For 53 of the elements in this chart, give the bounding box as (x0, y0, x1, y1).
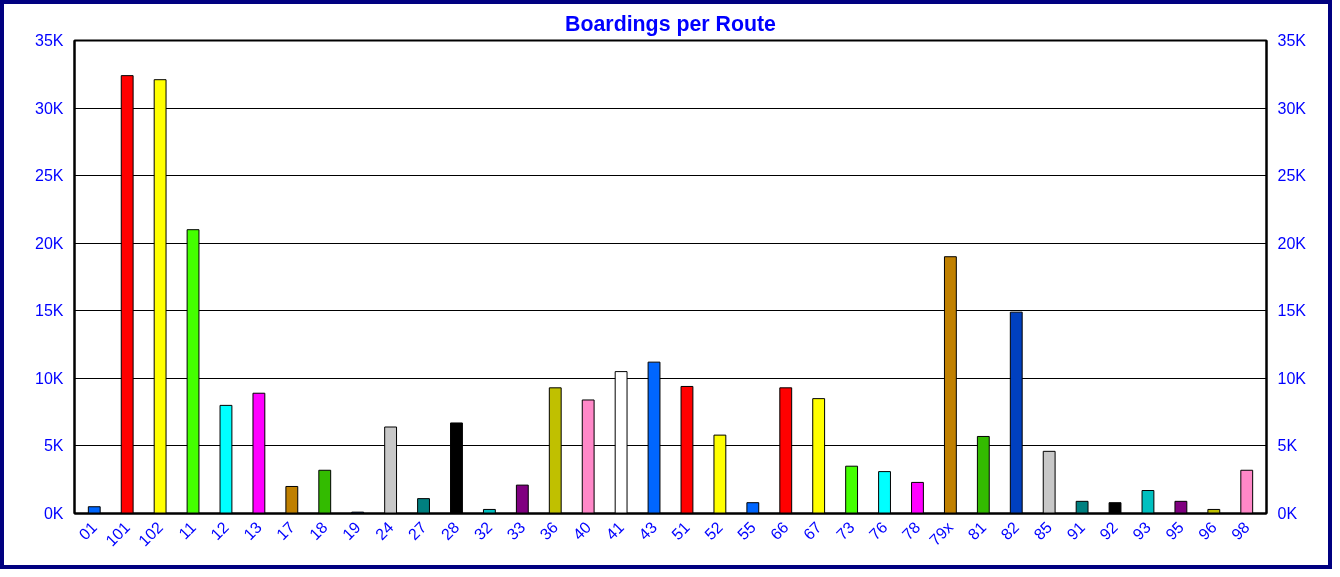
x-tick-label: 43 (635, 518, 661, 544)
y2-tick-label: 20K (1277, 234, 1307, 252)
x-tick-label: 66 (767, 518, 792, 544)
y-tick-label: 5K (43, 437, 64, 455)
x-tick-label: 11 (175, 518, 200, 543)
y2-tick-label: 0K (1277, 505, 1298, 522)
x-tick-label: 92 (1096, 518, 1122, 544)
y2-tick-label: 5K (1277, 437, 1298, 455)
x-tick-label: 51 (668, 518, 694, 544)
x-tick-label: 95 (1162, 518, 1187, 544)
x-tick-label: 79x (926, 518, 957, 549)
x-tick-label: 93 (1129, 518, 1155, 544)
x-tick-label: 82 (997, 518, 1023, 544)
x-tick-label: 102 (135, 518, 167, 550)
x-tick-label: 91 (1063, 518, 1089, 544)
y2-tick-label: 35K (1277, 32, 1307, 49)
x-tick-label: 01 (75, 518, 101, 544)
x-tick-label: 85 (1030, 518, 1056, 544)
chart-title: Boardings per Route (565, 11, 777, 36)
x-tick-label: 32 (470, 518, 496, 544)
x-tick-label: 41 (602, 518, 628, 544)
x-tick-label: 28 (437, 518, 463, 544)
y2-tick-label: 30K (1277, 99, 1307, 117)
x-tick-label: 81 (964, 518, 990, 544)
x-tick-label: 27 (404, 518, 430, 544)
x-tick-label: 33 (503, 518, 529, 544)
y-tick-label: 20K (35, 234, 64, 252)
x-tick-label: 17 (273, 518, 298, 544)
y2-tick-label: 10K (1277, 369, 1307, 387)
x-tick-label: 76 (865, 518, 891, 544)
x-tick-label: 101 (102, 518, 134, 550)
x-tick-label: 73 (833, 518, 858, 544)
x-tick-label: 52 (701, 518, 726, 544)
y2-tick-label: 15K (1277, 302, 1307, 320)
x-tick-label: 98 (1228, 518, 1253, 544)
y-tick-label: 10K (35, 369, 64, 387)
x-tick-label: 13 (240, 518, 265, 544)
y-tick-label: 0K (43, 505, 64, 522)
y-tick-label: 25K (35, 167, 64, 185)
x-tick-label: 19 (339, 518, 364, 544)
x-tick-label: 12 (207, 518, 233, 544)
y-tick-label: 15K (35, 302, 64, 320)
y2-tick-label: 25K (1277, 167, 1307, 185)
x-tick-label: 67 (800, 518, 825, 544)
x-tick-label: 40 (569, 518, 595, 544)
x-tick-label: 78 (898, 518, 924, 544)
x-tick-label: 55 (734, 518, 759, 544)
y-tick-label: 30K (35, 99, 64, 117)
y-tick-label: 35K (35, 32, 64, 49)
x-tick-label: 18 (306, 518, 331, 544)
x-tick-label: 24 (372, 518, 397, 544)
x-tick-label: 96 (1195, 518, 1220, 544)
x-tick-label: 36 (536, 518, 562, 544)
